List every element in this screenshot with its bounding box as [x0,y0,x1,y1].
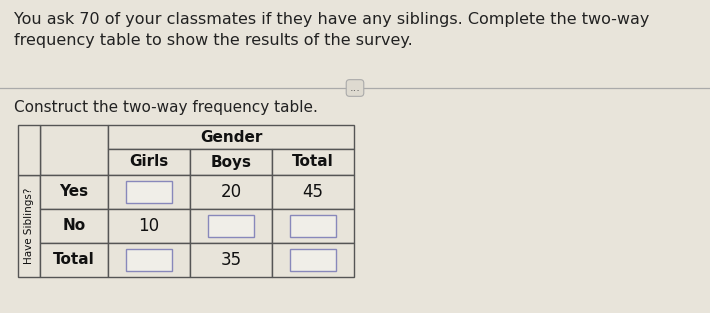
Text: 10: 10 [138,217,160,235]
Bar [272,149,354,175]
Text: Yes: Yes [60,184,89,199]
Text: Boys: Boys [210,155,251,170]
Bar [126,181,172,203]
Bar [40,175,108,209]
Text: Have Siblings?: Have Siblings? [24,188,34,264]
Bar [108,125,354,149]
Bar [272,209,354,243]
Bar [190,175,272,209]
Bar [190,209,272,243]
Bar [126,249,172,271]
Text: No: No [62,218,86,233]
Bar [108,149,190,175]
Bar [40,243,108,277]
Text: Total: Total [53,253,95,268]
Bar [108,175,190,209]
Text: Girls: Girls [129,155,169,170]
Text: 35: 35 [220,251,241,269]
Bar [40,125,108,175]
Bar [40,209,108,243]
Bar [108,243,190,277]
Bar [190,243,272,277]
Bar [272,243,354,277]
Text: Total: Total [292,155,334,170]
Text: Construct the two-way frequency table.: Construct the two-way frequency table. [14,100,318,115]
Bar [18,125,40,175]
Text: 45: 45 [302,183,324,201]
Text: Gender: Gender [200,130,262,145]
Bar [290,249,336,271]
Bar [272,175,354,209]
Bar [190,149,272,175]
Text: ...: ... [349,83,361,93]
Bar [208,215,254,237]
Bar [290,215,336,237]
Bar [18,175,40,277]
Text: You ask 70 of your classmates if they have any siblings. Complete the two-way
fr: You ask 70 of your classmates if they ha… [14,12,650,48]
Text: 20: 20 [220,183,241,201]
Bar [108,209,190,243]
